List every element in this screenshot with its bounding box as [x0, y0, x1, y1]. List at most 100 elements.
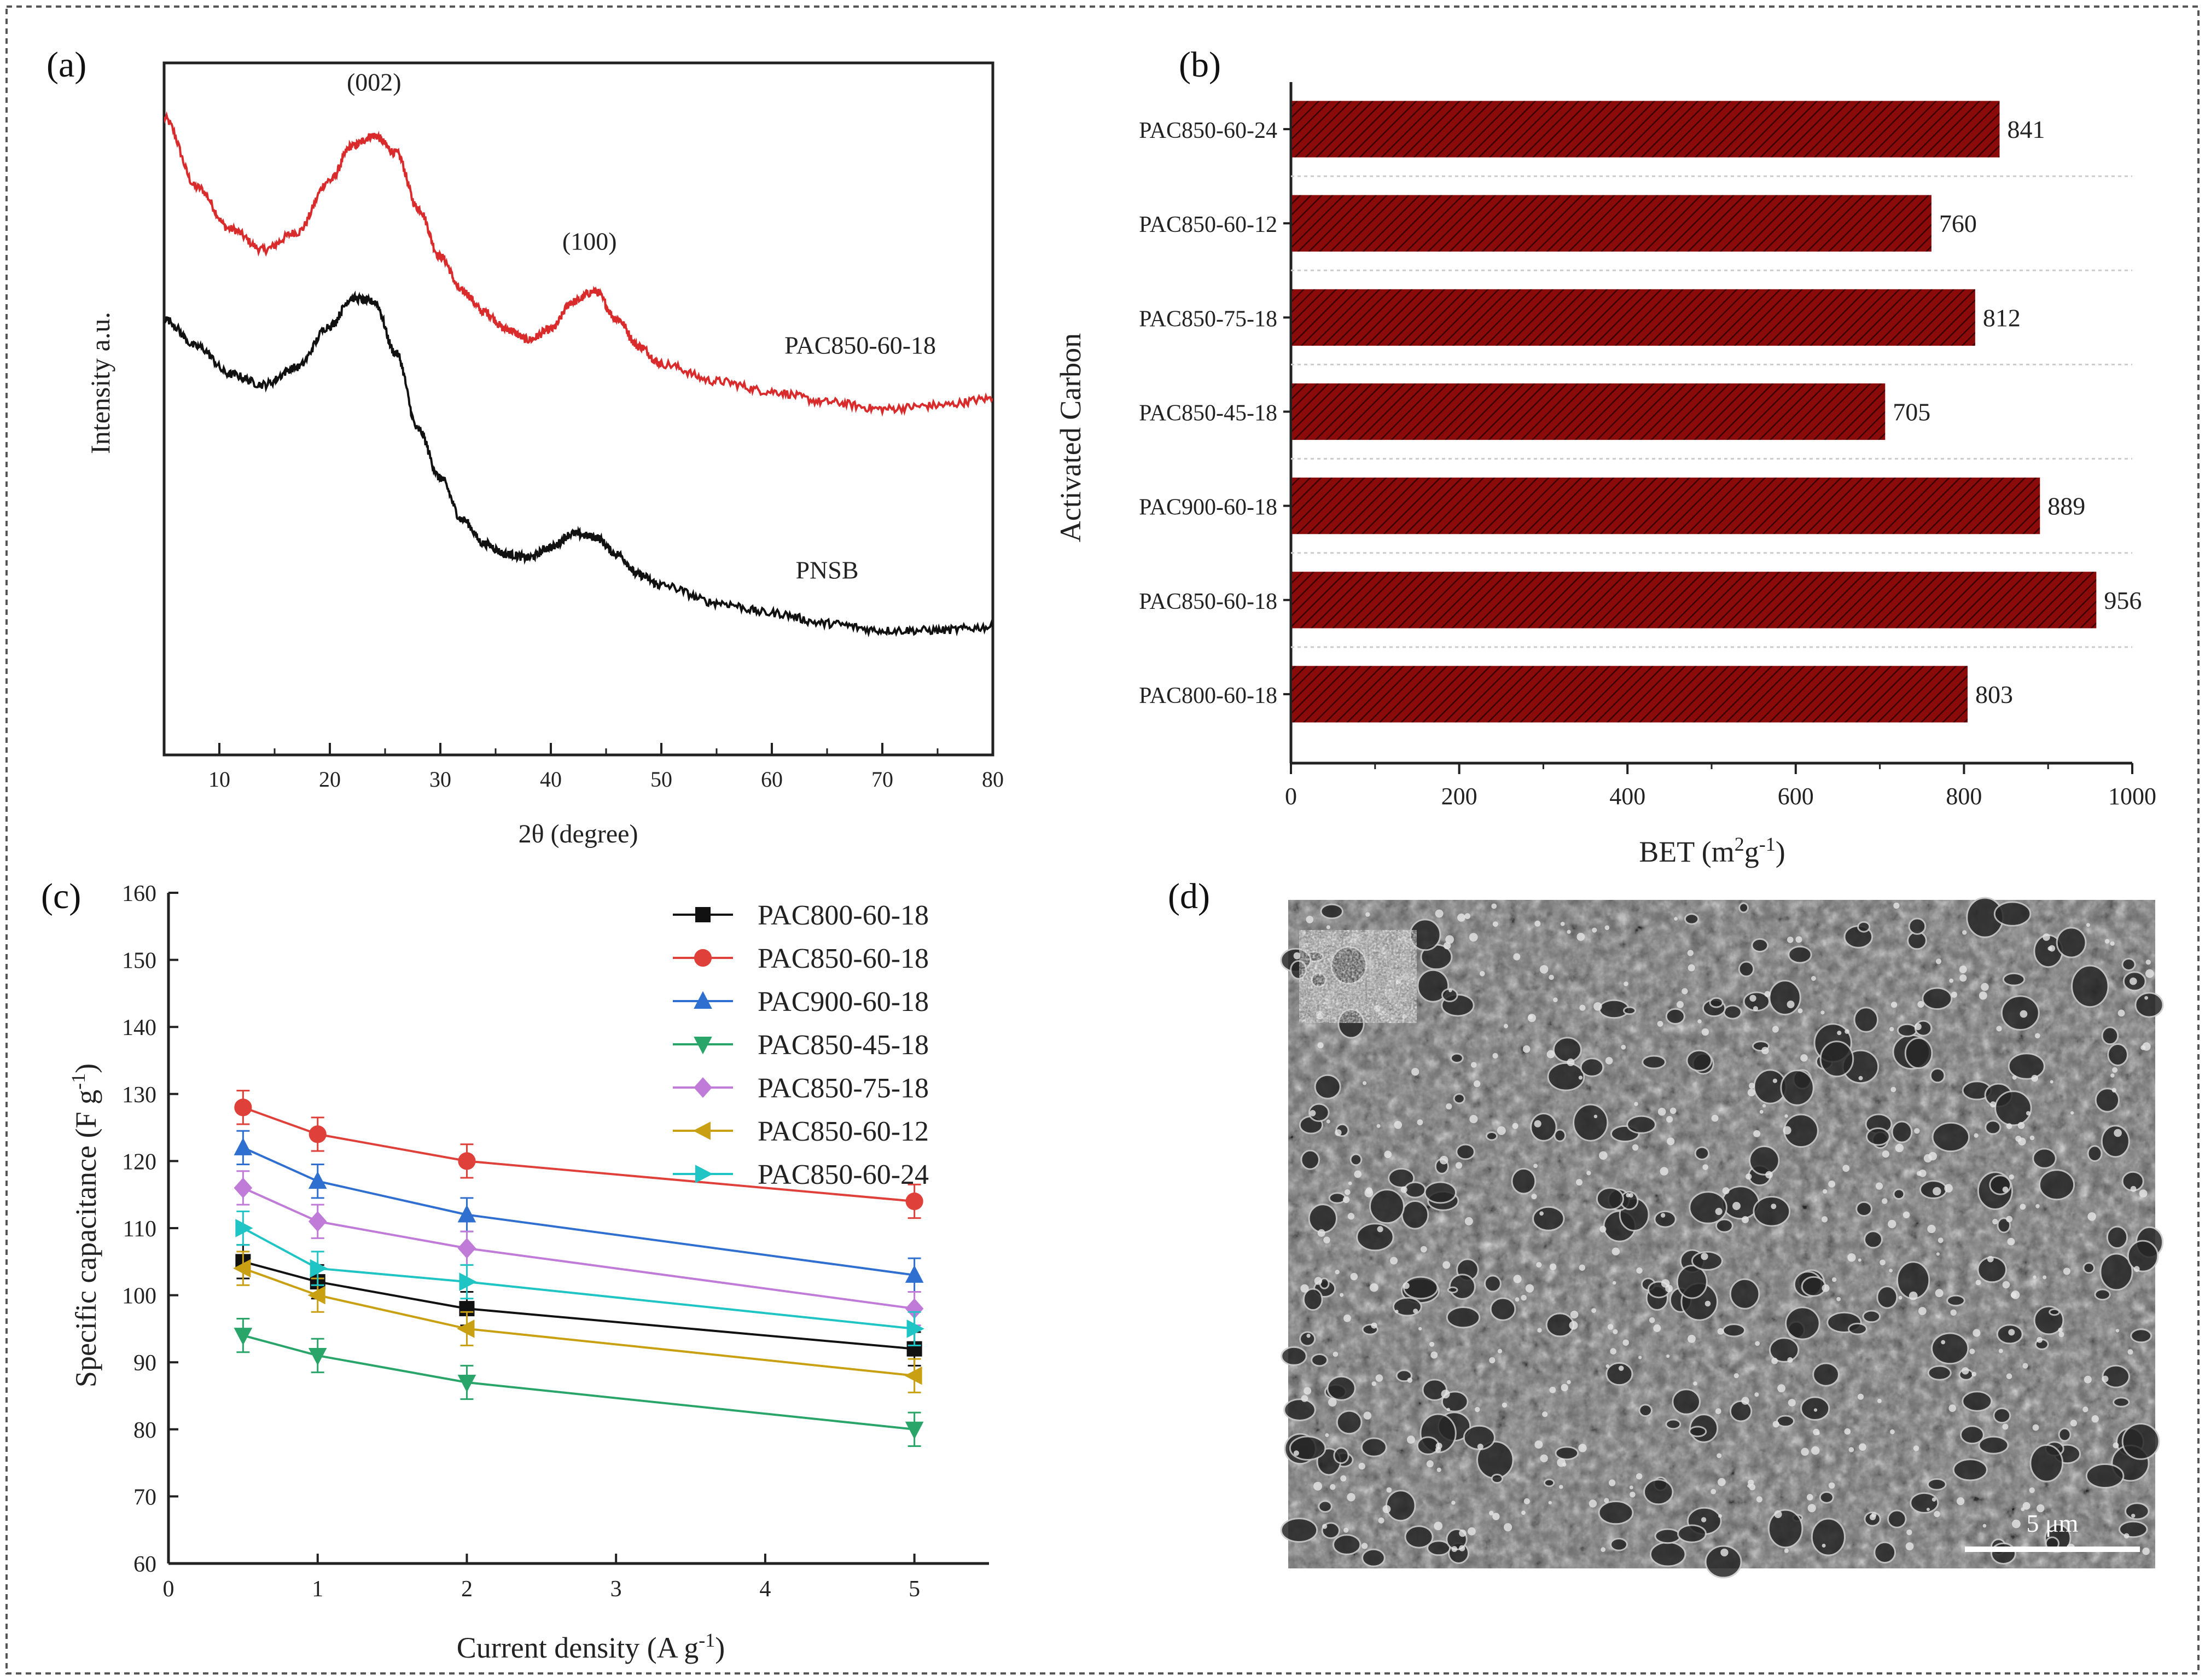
sem-pore [1876, 1286, 1898, 1309]
sem-particle [1948, 1404, 1956, 1412]
cap-data-point [904, 1366, 922, 1385]
sem-particle [1783, 1126, 1791, 1135]
sem-particle [1436, 1467, 1441, 1472]
legend-marker [694, 949, 712, 967]
sem-pore [1605, 1362, 1633, 1386]
sem-particle [1375, 1374, 1383, 1382]
sem-particle [2112, 1067, 2118, 1073]
sem-pore [2056, 927, 2087, 958]
sem-particle [1361, 1543, 1368, 1549]
panel-label-b: (b) [1179, 45, 1221, 85]
sem-particle [1395, 1310, 1399, 1313]
sem-particle [2011, 1290, 2020, 1299]
sem-particle [1394, 1121, 1403, 1129]
sem-particle [1533, 1164, 1538, 1169]
sem-pore [1638, 1404, 1653, 1417]
sem-particle [1323, 1236, 1330, 1243]
sem-pore [1404, 1181, 1427, 1199]
sem-particle [1522, 1045, 1531, 1053]
sem-particle [1512, 1123, 1519, 1129]
sem-particle [2110, 1073, 2115, 1078]
sem-pore [1320, 903, 1343, 920]
sem-particle [1842, 1165, 1850, 1172]
sem-particle [2087, 1212, 2096, 1221]
sem-particle [1762, 1104, 1766, 1108]
sem-particle [2029, 1487, 2035, 1493]
sem-particle [1720, 1548, 1729, 1557]
sem-particle [1687, 950, 1694, 956]
sem-particle [1489, 1357, 1496, 1364]
sem-particle [1784, 1548, 1789, 1553]
sem-particle [2086, 923, 2090, 927]
sem-pore [1336, 1410, 1363, 1435]
sem-particle [2006, 1216, 2013, 1223]
sem-particle [1914, 1128, 1920, 1134]
sem-particle [1759, 1109, 1764, 1114]
sem-particle [2123, 1533, 2130, 1539]
sem-pore [1552, 1037, 1582, 1063]
sem-particle [1890, 1429, 1895, 1434]
sem-particle [2111, 1088, 2117, 1093]
sem-particle [1869, 1514, 1876, 1520]
sem-pore [1610, 1538, 1628, 1551]
sem-particle [2104, 939, 2110, 944]
sem-particle [1677, 1001, 1684, 1008]
sem-particle [1567, 929, 1571, 934]
cap-series-line [242, 1227, 915, 1330]
sem-particle [1549, 1386, 1556, 1393]
sem-particle [1848, 1447, 1854, 1452]
sem-particle [1348, 1181, 1352, 1185]
sem-particle [1822, 1189, 1828, 1194]
xrd-x-tick-label: 50 [650, 767, 672, 792]
sem-particle [1666, 1116, 1673, 1123]
sem-particle [1747, 1089, 1755, 1097]
sem-particle [1539, 965, 1549, 974]
sem-particle [1697, 1019, 1702, 1024]
cap-data-point [905, 1298, 924, 1319]
sem-particle [1882, 1150, 1889, 1158]
sem-pore [1598, 1500, 1634, 1525]
sem-particle [2114, 1129, 2122, 1137]
sem-pore [1738, 902, 1749, 914]
sem-particle [1660, 1213, 1666, 1218]
sem-particle [1657, 1021, 1663, 1027]
bet-value-label: 705 [1893, 398, 1930, 426]
legend-marker [694, 991, 712, 1009]
sem-pore [2002, 972, 2026, 986]
sem-pore [2119, 1520, 2148, 1538]
sem-pore [1729, 1400, 1753, 1422]
sem-particle [1906, 1529, 1912, 1536]
sem-particle [1971, 1371, 1976, 1377]
sem-particle [1417, 1119, 1423, 1125]
sem-pore [1688, 1426, 1707, 1438]
sem-pore [1453, 1093, 1465, 1105]
bet-x-tick-label: 600 [1778, 783, 1814, 810]
sem-pore [1853, 1007, 1879, 1033]
sem-particle [1335, 1270, 1340, 1275]
sem-particle [1748, 1083, 1755, 1089]
sem-particle [1624, 981, 1628, 986]
cap-data-point [234, 1098, 252, 1117]
sem-particle [1325, 1433, 1329, 1437]
sem-pore [1709, 997, 1724, 1008]
sem-particle [2018, 1137, 2026, 1146]
legend-marker [694, 1077, 712, 1098]
sem-particle [1711, 1489, 1717, 1495]
bet-bar [1292, 195, 1931, 252]
sem-pore [1360, 1437, 1387, 1457]
xrd-annotation: PNSB [795, 556, 858, 584]
sem-particle [1931, 1497, 1936, 1502]
sem-pore [1395, 1369, 1413, 1382]
sem-pore [1847, 1322, 1867, 1335]
sem-particle [1761, 1047, 1769, 1055]
cap-x-tick-label: 4 [759, 1577, 771, 1602]
sem-particle [1806, 1493, 1813, 1501]
sem-pore [2127, 1240, 2159, 1272]
sem-pore [1416, 1436, 1440, 1455]
sem-particle [1701, 1517, 1707, 1522]
sem-particle [1701, 1028, 1709, 1036]
sem-particle [1528, 1014, 1533, 1020]
sem-particle [1390, 1257, 1398, 1265]
xrd-series-line-1 [164, 290, 993, 638]
bet-bar [1292, 383, 1886, 440]
